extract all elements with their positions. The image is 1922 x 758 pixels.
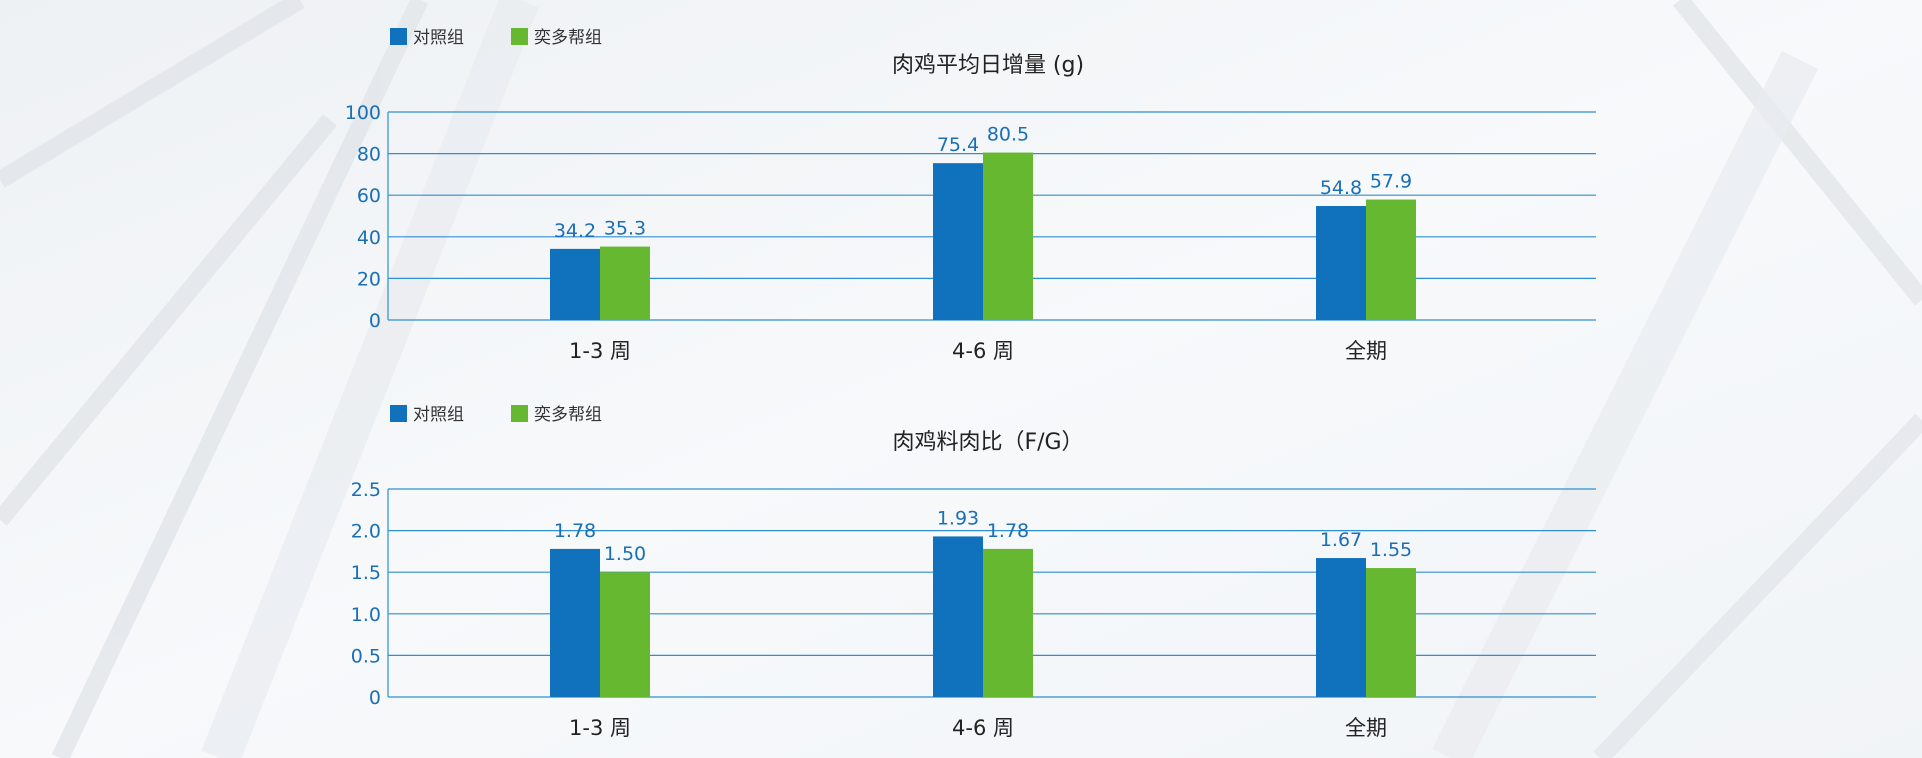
bar-value-label: 57.9 (1370, 171, 1412, 193)
legend-label-yiduobang: 奕多帮组 (534, 28, 602, 48)
y-tick-label: 2.5 (351, 479, 381, 501)
legend-swatch-yiduobang (511, 405, 528, 422)
bar-control (550, 548, 600, 697)
legend-label-yiduobang: 奕多帮组 (534, 405, 602, 425)
bar-yiduobang (983, 548, 1033, 697)
bar-yiduobang (1366, 199, 1416, 320)
y-tick-label: 1.5 (351, 562, 381, 584)
bar-control (933, 536, 983, 697)
bar-yiduobang (1366, 568, 1416, 697)
legend-swatch-control (390, 405, 407, 422)
bar-yiduobang (600, 572, 650, 697)
y-tick-label: 80 (357, 144, 381, 166)
x-category-label: 1-3 周 (569, 339, 631, 363)
bar-value-label: 75.4 (937, 134, 979, 156)
bar-control (550, 248, 600, 320)
legend-label-control: 对照组 (413, 405, 464, 425)
bar-value-label: 35.3 (604, 218, 646, 240)
bar-value-label: 1.55 (1370, 539, 1412, 561)
y-tick-label: 100 (345, 102, 381, 124)
bar-control (1316, 558, 1366, 697)
bar-yiduobang (983, 152, 1033, 320)
x-category-label: 4-6 周 (952, 339, 1014, 363)
x-category-label: 全期 (1345, 716, 1387, 740)
bar-value-label: 1.93 (937, 507, 979, 529)
bar-value-label: 34.2 (554, 220, 596, 242)
y-tick-label: 1.0 (351, 604, 381, 626)
bar-value-label: 1.67 (1320, 529, 1362, 551)
legend-swatch-control (390, 28, 407, 45)
bar-value-label: 54.8 (1320, 177, 1362, 199)
y-tick-label: 60 (357, 185, 381, 207)
bar-value-label: 80.5 (987, 124, 1029, 146)
y-tick-label: 0.5 (351, 645, 381, 667)
bar-yiduobang (600, 246, 650, 320)
x-category-label: 全期 (1345, 339, 1387, 363)
bar-value-label: 1.50 (604, 543, 646, 565)
chart-title: 肉鸡料肉比（F/G） (892, 430, 1083, 455)
y-tick-label: 0 (369, 687, 381, 709)
x-category-label: 1-3 周 (569, 716, 631, 740)
bar-control (1316, 206, 1366, 320)
y-tick-label: 40 (357, 227, 381, 249)
bar-value-label: 1.78 (554, 520, 596, 542)
bar-value-label: 1.78 (987, 520, 1029, 542)
bar-control (933, 163, 983, 320)
y-tick-label: 0 (369, 310, 381, 332)
y-tick-label: 2.0 (351, 521, 381, 543)
y-tick-label: 20 (357, 268, 381, 290)
x-category-label: 4-6 周 (952, 716, 1014, 740)
chart-title: 肉鸡平均日增量 (g) (892, 53, 1084, 78)
legend-label-control: 对照组 (413, 28, 464, 48)
legend-swatch-yiduobang (511, 28, 528, 45)
